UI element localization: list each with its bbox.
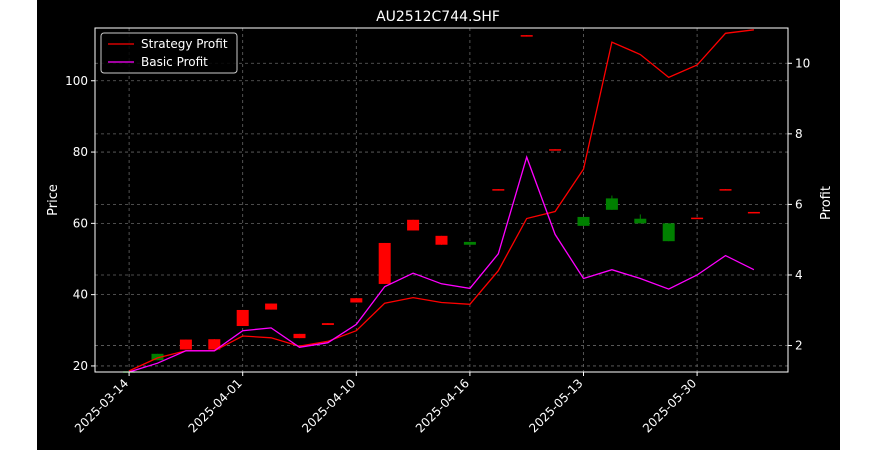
candle-body-17: [605, 198, 618, 210]
left-tick-label-0: 20: [73, 359, 88, 373]
legend-label-strategy: Strategy Profit: [141, 37, 228, 51]
right-y-axis-label: Profit: [819, 186, 834, 220]
candle-body-15: [549, 149, 562, 151]
candle-body-22: [747, 211, 760, 214]
right-tick-label-3: 8: [795, 127, 803, 141]
chart-title: AU2512C744.SHF: [376, 9, 500, 25]
candle-body-20: [691, 217, 704, 220]
candle-body-3: [208, 339, 221, 350]
candle-body-9: [378, 242, 391, 284]
series-line-0: [128, 29, 754, 372]
left-y-axis-ticks: 20 40 60 80 100: [65, 74, 95, 373]
candle-body-5: [265, 303, 278, 310]
left-tick-label-1: 40: [73, 288, 88, 302]
legend: Strategy Profit Basic Profit: [100, 32, 238, 74]
left-tick-label-3: 80: [73, 145, 88, 159]
series-line-1: [128, 155, 755, 373]
candle-body-2: [179, 339, 192, 350]
plot-frame: [94, 27, 789, 373]
candle-body-4: [236, 309, 249, 327]
legend-box: [100, 32, 238, 74]
figure-background: [37, 0, 840, 450]
candle-body-13: [492, 189, 505, 191]
candle-body-14: [520, 35, 533, 37]
right-tick-label-2: 6: [795, 197, 803, 211]
right-tick-label-0: 2: [795, 339, 803, 353]
candle-body-6: [293, 333, 306, 339]
candle-body-7: [321, 323, 334, 325]
right-tick-label-4: 10: [795, 56, 810, 70]
legend-label-basic: Basic Profit: [141, 55, 208, 69]
right-tick-label-1: 4: [795, 268, 803, 282]
candlesticks: [123, 35, 760, 373]
profit-lines: [128, 29, 755, 373]
candle-body-18: [634, 218, 647, 224]
candle-body-1: [151, 353, 164, 361]
candle-body-8: [350, 298, 363, 303]
right-y-axis-ticks: 2 4 6 8 10: [788, 56, 810, 353]
left-y-axis-label: Price: [46, 184, 61, 216]
candle-body-16: [577, 216, 590, 226]
candle-body-21: [719, 189, 732, 191]
left-tick-label-2: 60: [73, 216, 88, 230]
candle-body-11: [435, 235, 448, 245]
candle-body-19: [662, 223, 675, 242]
candle-body-12: [463, 241, 476, 245]
candle-body-10: [407, 219, 420, 231]
left-tick-label-4: 100: [65, 74, 88, 88]
